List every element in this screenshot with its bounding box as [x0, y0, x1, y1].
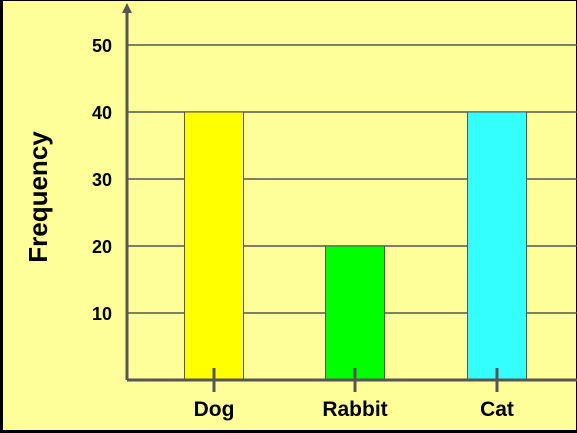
x-tick-label-cat: Cat	[480, 398, 514, 421]
bar-rabbit	[326, 246, 385, 380]
x-tick-label-rabbit: Rabbit	[322, 398, 387, 421]
y-tick-label-50: 50	[92, 36, 112, 56]
bar-cat	[468, 112, 527, 380]
x-tick-label-dog: Dog	[194, 398, 235, 421]
y-tick-label-40: 40	[92, 103, 112, 123]
y-tick-label-10: 10	[92, 304, 112, 324]
y-axis-title: Frequency	[23, 131, 53, 263]
y-tick-label-30: 30	[92, 170, 112, 190]
y-tick-label-20: 20	[92, 237, 112, 257]
bar-dog	[185, 112, 244, 380]
